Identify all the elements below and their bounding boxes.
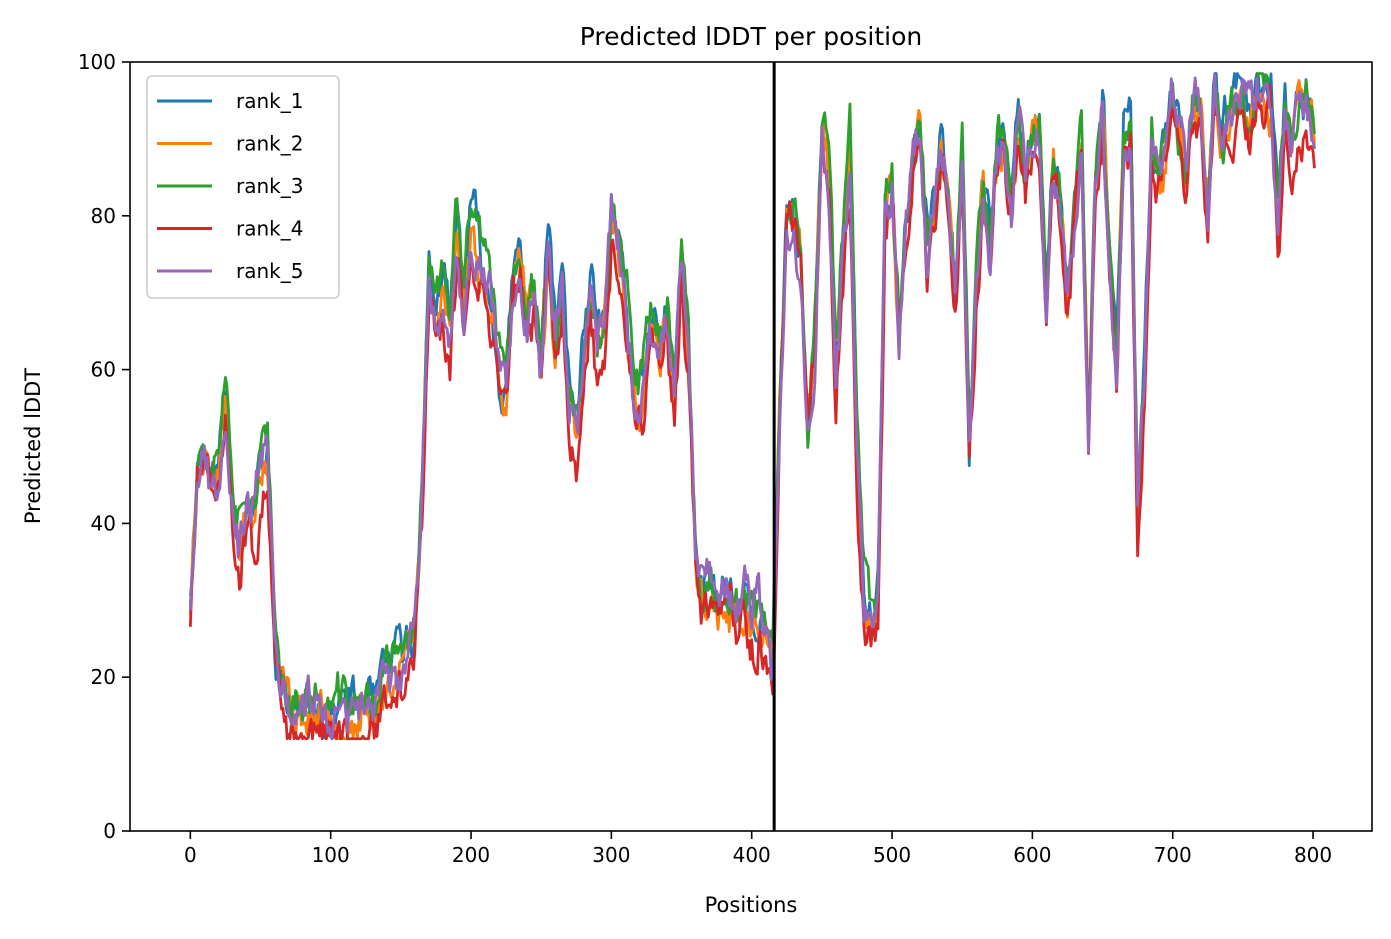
legend-label-rank_4: rank_4: [236, 217, 303, 241]
x-tick-label: 0: [184, 843, 197, 867]
y-tick-label: 80: [91, 204, 116, 228]
x-tick-label: 500: [873, 843, 911, 867]
legend-label-rank_1: rank_1: [236, 89, 303, 113]
chart-title: Predicted lDDT per position: [580, 22, 922, 51]
x-axis-label: Positions: [705, 893, 798, 917]
series-group: [188, 72, 1316, 741]
y-tick-label: 100: [78, 50, 116, 74]
y-axis-label: Predicted lDDT: [21, 368, 45, 524]
x-tick-label: 700: [1154, 843, 1192, 867]
x-tick-label: 200: [452, 843, 490, 867]
legend: rank_1 rank_2 rank_3 rank_4 rank_5: [146, 75, 340, 299]
legend-label-rank_5: rank_5: [236, 259, 303, 283]
legend-box: [146, 75, 340, 299]
y-tick-label: 0: [103, 819, 116, 843]
x-tick-label: 400: [733, 843, 771, 867]
x-tick-label: 600: [1013, 843, 1051, 867]
y-tick-label: 60: [91, 358, 116, 382]
y-tick-label: 40: [91, 511, 116, 535]
x-tick-label: 300: [592, 843, 630, 867]
legend-label-rank_2: rank_2: [236, 132, 303, 156]
y-axis: 0 20 40 60 80 100: [78, 50, 130, 843]
y-tick-label: 20: [91, 665, 116, 689]
series-line-rank_5: [188, 73, 1316, 741]
legend-label-rank_3: rank_3: [236, 174, 303, 198]
x-tick-label: 800: [1294, 843, 1332, 867]
x-axis: 0 100 200 300 400 500 600 700 800: [184, 831, 1332, 867]
x-tick-label: 100: [312, 843, 350, 867]
